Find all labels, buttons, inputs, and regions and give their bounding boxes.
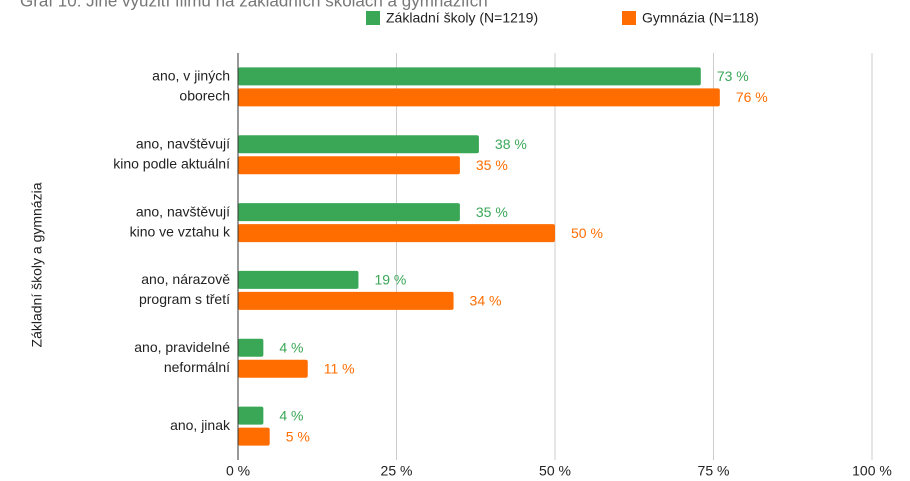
y-tick-label: program s třetí — [139, 291, 230, 307]
bar — [238, 88, 720, 107]
bar — [238, 291, 454, 310]
x-tick-label: 100 % — [852, 463, 892, 479]
bar — [238, 156, 460, 175]
y-tick-label: neformální — [164, 359, 230, 375]
y-tick-label: ano, pravidelné — [134, 339, 230, 355]
bar — [238, 224, 555, 243]
value-label: 38 % — [495, 136, 527, 152]
y-tick-label: kino podle aktuální — [113, 155, 230, 171]
value-label: 4 % — [279, 407, 303, 423]
y-tick-label: kino ve vztahu k — [130, 223, 231, 239]
legend-swatch — [622, 11, 636, 25]
y-tick-label: ano, v jiných — [152, 68, 230, 84]
bar — [238, 67, 701, 86]
bar — [238, 406, 264, 425]
y-tick-label: oborech — [179, 88, 230, 104]
x-tick-label: 75 % — [698, 463, 730, 479]
value-label: 35 % — [476, 157, 508, 173]
y-tick-label: ano, jinak — [170, 417, 231, 433]
y-tick-label: ano, navštěvují — [136, 135, 230, 151]
bar — [238, 427, 270, 446]
legend-label: Gymnázia (N=118) — [642, 10, 759, 26]
value-label: 34 % — [470, 293, 502, 309]
value-label: 35 % — [476, 204, 508, 220]
x-tick-label: 0 % — [226, 463, 250, 479]
legend-swatch — [366, 11, 380, 25]
value-label: 73 % — [717, 68, 749, 84]
value-label: 11 % — [324, 360, 355, 376]
legend-label: Základní školy (N=1219) — [386, 10, 538, 26]
value-label: 4 % — [279, 339, 303, 355]
y-axis-label: Základní školy a gymnázia — [29, 182, 45, 347]
chart-title: Graf 10: Jiné využití filmu na základníc… — [20, 0, 488, 10]
value-label: 50 % — [571, 225, 603, 241]
bar — [238, 203, 460, 222]
bar — [238, 338, 264, 357]
bar — [238, 359, 308, 378]
x-tick-label: 50 % — [539, 463, 571, 479]
bar — [238, 135, 479, 154]
y-tick-label: ano, navštěvují — [136, 203, 230, 219]
bar — [238, 270, 359, 289]
y-tick-label: ano, nárazově — [141, 271, 230, 287]
value-label: 76 % — [736, 89, 768, 105]
x-tick-label: 25 % — [381, 463, 413, 479]
value-label: 19 % — [374, 272, 406, 288]
value-label: 5 % — [286, 428, 310, 444]
